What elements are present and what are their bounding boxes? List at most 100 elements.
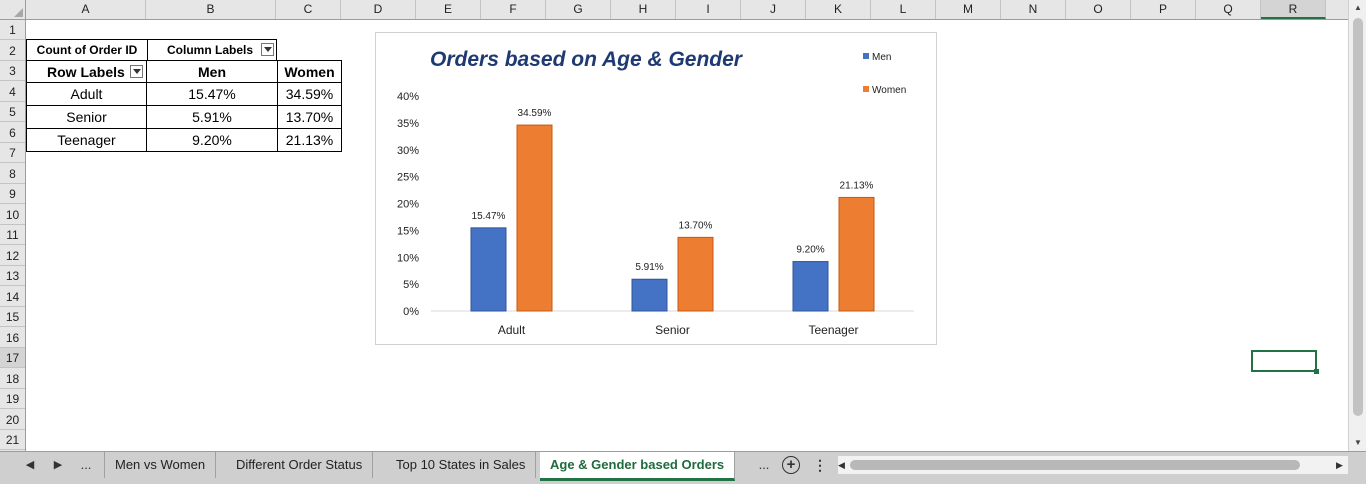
row-header-14[interactable]: 14 bbox=[0, 287, 25, 307]
tab-age-gender-orders[interactable]: Age & Gender based Orders bbox=[540, 452, 736, 481]
column-header-q[interactable]: Q bbox=[1196, 0, 1261, 19]
horizontal-scrollbar[interactable]: ◀ ▶ bbox=[838, 456, 1348, 474]
column-header-k[interactable]: K bbox=[806, 0, 871, 19]
data-label: 21.13% bbox=[840, 180, 874, 191]
data-label: 9.20% bbox=[796, 245, 824, 256]
active-cell-selection[interactable] bbox=[1251, 350, 1317, 372]
horizontal-scroll-thumb[interactable] bbox=[850, 460, 1300, 470]
women-header[interactable]: Women bbox=[277, 60, 342, 83]
row-header-19[interactable]: 19 bbox=[0, 389, 25, 409]
add-sheet-button[interactable]: + bbox=[782, 456, 800, 474]
column-header-b[interactable]: B bbox=[146, 0, 276, 19]
row-header-4[interactable]: 4 bbox=[0, 82, 25, 102]
row-header-16[interactable]: 16 bbox=[0, 328, 25, 348]
column-header-e[interactable]: E bbox=[416, 0, 481, 19]
row-label-senior[interactable]: Senior bbox=[26, 106, 147, 129]
men-header[interactable]: Men bbox=[147, 60, 277, 83]
teenager-women-value[interactable]: 21.13% bbox=[277, 129, 342, 152]
row-header-12[interactable]: 12 bbox=[0, 246, 25, 266]
row-header-20[interactable]: 20 bbox=[0, 410, 25, 430]
row-header-18[interactable]: 18 bbox=[0, 369, 25, 389]
column-header-m[interactable]: M bbox=[936, 0, 1001, 19]
y-tick-label: 20% bbox=[397, 199, 419, 211]
senior-women-value[interactable]: 13.70% bbox=[277, 106, 342, 129]
chart-title: Orders based on Age & Gender bbox=[430, 48, 742, 71]
select-all-corner[interactable] bbox=[0, 0, 26, 19]
column-header-l[interactable]: L bbox=[871, 0, 936, 19]
sheet-tab-bar: ◀ ▶ ... Men vs Women Different Order Sta… bbox=[0, 451, 1366, 484]
sheet-options-button[interactable]: ⋮ bbox=[813, 457, 827, 473]
row-labels-filter-button[interactable] bbox=[130, 65, 143, 78]
adult-men-value[interactable]: 15.47% bbox=[147, 83, 277, 106]
row-header-10[interactable]: 10 bbox=[0, 205, 25, 225]
column-header-g[interactable]: G bbox=[546, 0, 611, 19]
y-tick-label: 15% bbox=[397, 225, 419, 237]
bar-women-senior bbox=[677, 236, 714, 312]
row-header-1[interactable]: 1 bbox=[0, 20, 25, 40]
y-tick-label: 10% bbox=[397, 252, 419, 264]
next-sheet-button[interactable]: ▶ bbox=[53, 459, 63, 471]
adult-women-value[interactable]: 34.59% bbox=[277, 83, 342, 106]
legend-swatch-women bbox=[863, 86, 869, 92]
column-header-p[interactable]: P bbox=[1131, 0, 1196, 19]
tab-different-order-status[interactable]: Different Order Status bbox=[226, 452, 374, 478]
tab-men-vs-women[interactable]: Men vs Women bbox=[104, 452, 217, 478]
column-header-f[interactable]: F bbox=[481, 0, 546, 19]
column-header-c[interactable]: C bbox=[276, 0, 341, 19]
y-tick-label: 40% bbox=[397, 91, 419, 103]
vertical-scroll-thumb[interactable] bbox=[1353, 18, 1363, 416]
y-tick-label: 5% bbox=[403, 279, 419, 291]
previous-sheet-button[interactable]: ◀ bbox=[25, 459, 35, 471]
row-header-3[interactable]: 3 bbox=[0, 61, 25, 81]
row-header-8[interactable]: 8 bbox=[0, 164, 25, 184]
data-label: 5.91% bbox=[635, 262, 663, 273]
scroll-left-arrow[interactable]: ◀ bbox=[838, 460, 845, 470]
count-of-order-id-label[interactable]: Count of Order ID bbox=[26, 39, 147, 60]
column-labels-filter-button[interactable] bbox=[261, 43, 274, 56]
vertical-scrollbar[interactable]: ▲ ▼ bbox=[1348, 0, 1366, 451]
y-tick-label: 0% bbox=[403, 306, 419, 318]
teenager-men-value[interactable]: 9.20% bbox=[147, 129, 277, 152]
scroll-up-arrow[interactable]: ▲ bbox=[1354, 3, 1362, 12]
column-header-a[interactable]: A bbox=[26, 0, 146, 19]
row-header-6[interactable]: 6 bbox=[0, 123, 25, 143]
x-tick-label: Adult bbox=[498, 323, 526, 337]
y-tick-label: 30% bbox=[397, 145, 419, 157]
column-header-i[interactable]: I bbox=[676, 0, 741, 19]
row-header-21[interactable]: 21 bbox=[0, 430, 25, 450]
scroll-right-arrow[interactable]: ▶ bbox=[1336, 460, 1343, 470]
row-header-17[interactable]: 17 bbox=[0, 348, 25, 368]
more-sheets-right-button[interactable]: ... bbox=[758, 457, 770, 472]
legend-label-men: Men bbox=[872, 52, 891, 63]
row-header-2[interactable]: 2 bbox=[0, 41, 25, 61]
row-header-11[interactable]: 11 bbox=[0, 225, 25, 245]
row-header-5[interactable]: 5 bbox=[0, 102, 25, 122]
column-header-j[interactable]: J bbox=[741, 0, 806, 19]
row-header-9[interactable]: 9 bbox=[0, 184, 25, 204]
row-label-adult[interactable]: Adult bbox=[26, 83, 147, 106]
column-header-r[interactable]: R bbox=[1261, 0, 1326, 19]
bar-women-teenager bbox=[838, 196, 875, 312]
bar-men-senior bbox=[631, 278, 668, 312]
legend-swatch-men bbox=[863, 53, 869, 59]
chart-plot: 0% 5% 10% 15% 20% 25% 30% 35% 40% 15.47% 34.59% Adu… bbox=[397, 52, 914, 337]
tab-top-10-states[interactable]: Top 10 States in Sales bbox=[386, 452, 537, 478]
age-gender-chart[interactable]: Orders based on Age & Gender 0% 5% 10% 15% 2… bbox=[375, 32, 937, 345]
row-header-bar: 1 2 3 4 5 6 7 8 9 10 11 12 13 14 15 16 17 18 19 20 21 bbox=[0, 20, 26, 451]
column-header-o[interactable]: O bbox=[1066, 0, 1131, 19]
scroll-down-arrow[interactable]: ▼ bbox=[1354, 438, 1362, 447]
column-header-d[interactable]: D bbox=[341, 0, 416, 19]
fill-handle[interactable] bbox=[1314, 369, 1319, 374]
row-header-7[interactable]: 7 bbox=[0, 143, 25, 163]
column-header-n[interactable]: N bbox=[1001, 0, 1066, 19]
senior-men-value[interactable]: 5.91% bbox=[147, 106, 277, 129]
row-header-13[interactable]: 13 bbox=[0, 266, 25, 286]
row-label-teenager[interactable]: Teenager bbox=[26, 129, 147, 152]
y-tick-label: 25% bbox=[397, 172, 419, 184]
column-header-h[interactable]: H bbox=[611, 0, 676, 19]
more-sheets-left-button[interactable]: ... bbox=[80, 457, 92, 472]
row-labels-header[interactable]: Row Labels bbox=[26, 60, 147, 83]
column-labels-header[interactable]: Column Labels bbox=[147, 39, 277, 60]
row-header-15[interactable]: 15 bbox=[0, 307, 25, 327]
